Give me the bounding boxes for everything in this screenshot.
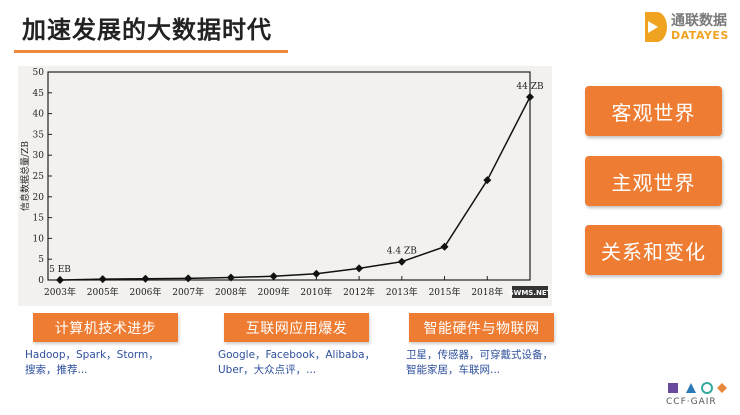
objective-world-button[interactable]: 客观世界 <box>585 86 722 136</box>
brand-logo: 通联数据 DATAYES <box>645 8 737 44</box>
desc-line: 智能家居，车联网... <box>406 364 501 376</box>
relation-change-button[interactable]: 关系和变化 <box>585 225 722 275</box>
watermark-text: SWMS.NET <box>509 289 552 297</box>
desc-line: Hadoop，Spark，Storm， <box>25 349 159 361</box>
x-tick-label: 2003年 <box>44 286 76 298</box>
y-tick-label: 30 <box>33 151 45 161</box>
title-underline <box>14 50 288 53</box>
tag-internet-apps: 互联网应用爆发 <box>224 313 369 342</box>
data-point <box>440 242 449 251</box>
tag-smart-hardware-iot: 智能硬件与物联网 <box>409 313 554 342</box>
x-tick-label: 2013年 <box>386 286 418 298</box>
series-line <box>59 96 531 281</box>
data-point <box>397 257 406 266</box>
y-tick-label: 20 <box>33 193 45 203</box>
desc-internet-apps: Google，Facebook，Alibaba， Uber，大众点评，... <box>218 348 375 378</box>
desc-line: Google，Facebook，Alibaba， <box>218 349 376 361</box>
y-tick-label: 5 <box>38 255 44 265</box>
data-point <box>483 176 492 185</box>
chart-panel: 0 5 10 15 20 25 30 35 40 45 50 2003年 2005年 2006年 2007年… <box>18 66 552 306</box>
y-tick-label: 0 <box>38 276 44 286</box>
data-point <box>98 275 107 284</box>
x-tick-label: 2006年 <box>130 286 162 298</box>
y-tick-label: 10 <box>33 234 45 244</box>
y-tick-label: 40 <box>33 110 45 120</box>
data-annotation: 4.4 ZB <box>387 247 417 257</box>
brand-name-en: DATAYES <box>671 29 729 42</box>
x-tick-label: 2010年 <box>300 286 332 298</box>
tag-computing-tech: 计算机技术进步 <box>33 313 178 342</box>
y-tick-label: 15 <box>33 214 45 224</box>
data-point <box>312 269 321 278</box>
datayes-logo-icon <box>645 12 667 42</box>
x-tick-label: 2009年 <box>258 286 290 298</box>
data-point <box>56 275 64 284</box>
data-annotation: 44 ZB <box>516 82 544 92</box>
data-point <box>355 264 364 273</box>
data-annotation: 5 EB <box>49 265 71 275</box>
y-tick-label: 25 <box>33 172 45 182</box>
x-tick-label: 2015年 <box>429 286 461 298</box>
x-tick-label: 2008年 <box>215 286 247 298</box>
desc-smart-hardware-iot: 卫星，传感器，可穿戴式设备， 智能家居，车联网... <box>406 348 553 378</box>
data-growth-chart: 0 5 10 15 20 25 30 35 40 45 50 2003年 2005年 2006年 2007年… <box>19 68 552 298</box>
desc-line: 卫星，传感器，可穿戴式设备， <box>406 349 553 361</box>
subjective-world-button[interactable]: 主观世界 <box>585 156 722 206</box>
y-tick-label: 45 <box>33 89 45 99</box>
brand-name-cn: 通联数据 <box>671 13 727 29</box>
desc-line: Uber，大众点评，... <box>218 364 317 376</box>
plot-frame <box>47 71 531 281</box>
ccf-gair-text: CCF·GAIR <box>666 397 717 407</box>
x-tick-label: 2012年 <box>343 286 375 298</box>
data-point <box>526 92 534 101</box>
page-title: 加速发展的大数据时代 <box>22 16 272 44</box>
watermark-badge <box>512 286 548 298</box>
x-tick-label: 2007年 <box>172 286 204 298</box>
data-point <box>226 273 235 282</box>
ccf-shapes-icon <box>668 382 727 394</box>
x-tick-label: 2018年 <box>471 286 503 298</box>
data-point <box>269 272 278 281</box>
data-point <box>184 274 193 283</box>
y-tick-label: 50 <box>33 68 45 78</box>
desc-computing-tech: Hadoop，Spark，Storm， 搜索，推荐... <box>25 348 159 378</box>
data-point <box>141 274 150 283</box>
ccf-gair-logo: CCF·GAIR <box>666 380 736 412</box>
desc-line: 搜索，推荐... <box>25 364 88 376</box>
x-tick-label: 2005年 <box>87 286 119 298</box>
y-tick-label: 35 <box>33 130 45 140</box>
y-axis-label: 信息数据总量/ZB <box>19 141 31 211</box>
